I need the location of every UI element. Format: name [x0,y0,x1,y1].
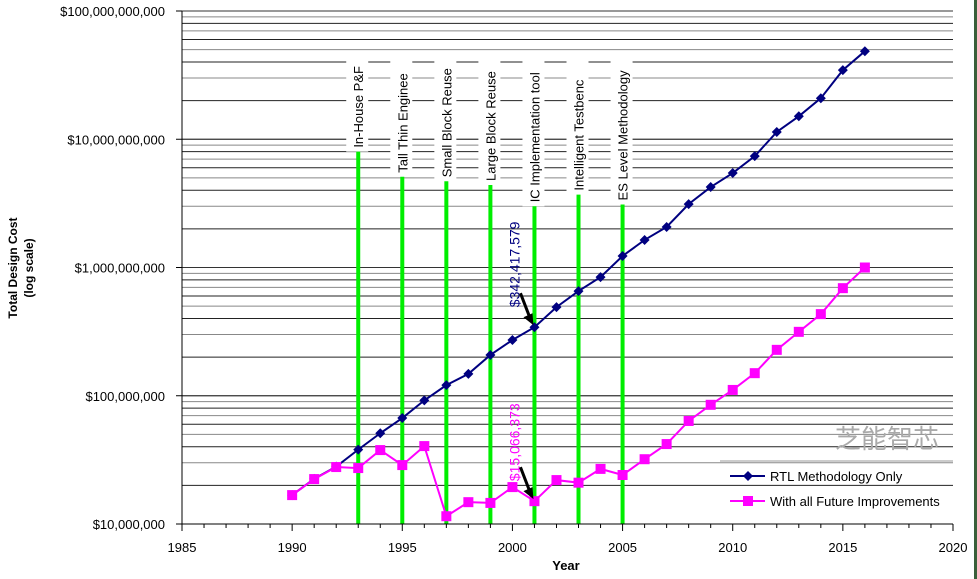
data-point-rtl [375,428,386,439]
data-point-rtl [441,380,452,391]
y-tick-label: $10,000,000,000 [67,132,165,147]
data-point-future [397,460,408,471]
milestone-label: IC Implementation tool [527,72,542,202]
data-point-future [815,309,826,320]
data-point-future [661,439,672,450]
data-point-rtl [551,302,562,313]
milestones: In-House P&F Tall Thin Enginee Small Block… [346,57,633,524]
milestone-label-bg [478,57,501,185]
data-point-future [617,470,628,481]
data-point-rtl [353,444,364,455]
data-point-future [309,474,320,485]
data-point-rtl [815,93,826,104]
data-point-future [485,497,496,508]
data-point-rtl [793,111,804,122]
y-tick-label: $100,000,000,000 [60,4,165,19]
data-point-future [749,368,760,379]
milestone-label: Large Block Reuse [483,71,498,181]
data-point-rtl [705,182,716,193]
milestone-label-bg [346,57,369,152]
milestone-label-bg [566,57,589,195]
data-point-rtl [837,65,848,76]
milestone-label-bg [610,57,633,205]
data-point-future [771,344,782,355]
x-tick-label: 2015 [828,540,857,555]
legend: RTL Methodology Only With all Future Imp… [720,460,953,509]
y-tick-label: $1,000,000,000 [75,261,165,276]
milestone-label: Tall Thin Enginee [395,73,410,173]
data-point-rtl [595,272,606,283]
y-axis-subtitle: (log scale) [22,238,36,297]
x-tick-label: 2020 [939,540,968,555]
x-tick-label: 1995 [388,540,417,555]
watermark: 芝能智芯 [835,424,939,454]
right-border [974,0,977,579]
annotation-arrowhead [523,487,534,500]
x-tick-label: 1985 [168,540,197,555]
data-point-future [353,463,364,474]
x-tick-label: 2010 [718,540,747,555]
data-point-future [375,445,386,456]
data-point-rtl [617,250,628,261]
axes: $10,000,000 $100,000,000 $1,000,000,000 $10… [60,4,967,555]
data-point-future [573,477,584,488]
x-tick-label: 1990 [278,540,307,555]
data-point-future [639,454,650,465]
annotation-label: $15,066,373 [506,403,522,481]
data-point-future [463,497,474,508]
data-point-rtl [573,286,584,297]
milestone-label-bg [434,57,457,182]
data-point-rtl [859,46,870,57]
data-point-future [705,399,716,410]
data-point-future [683,415,694,426]
y-axis-title: Total Design Cost [6,217,20,318]
data-point-rtl [661,221,672,232]
x-tick-label: 2000 [498,540,527,555]
y-tick-label: $100,000,000 [85,389,165,404]
y-tick-label: $10,000,000 [93,517,165,532]
legend-rtl-marker [743,471,753,481]
data-point-future [837,283,848,294]
milestone-label: ES Level Methodology [616,70,631,201]
data-point-rtl [419,395,430,406]
data-point-future [595,463,606,474]
data-point-future [419,441,430,452]
data-point-future [551,475,562,486]
data-point-rtl [529,322,540,333]
data-point-rtl [683,199,694,210]
data-point-rtl [639,234,650,245]
annotation-label: $342,417,579 [506,221,522,307]
data-point-future [727,384,738,395]
data-point-rtl [749,151,760,162]
data-point-rtl [397,413,408,424]
series [287,46,870,522]
annotations: $342,417,579 $15,066,373 [506,221,534,500]
data-point-future [331,462,342,473]
data-point-future [507,482,518,493]
data-point-future [859,262,870,273]
milestone-label-bg [390,57,413,177]
data-point-future [529,496,540,507]
data-point-future [793,326,804,337]
data-point-rtl [727,168,738,179]
milestone-label: In-House P&F [351,66,366,148]
x-axis-title: Year [552,558,579,573]
legend-rtl-label: RTL Methodology Only [770,469,903,484]
data-point-future [287,490,298,501]
data-point-rtl [463,368,474,379]
x-tick-label: 2005 [608,540,637,555]
milestone-label: Intelligent Testbenc [572,79,587,191]
milestone-label-bg [522,57,545,207]
data-point-rtl [771,126,782,137]
data-point-rtl [507,335,518,346]
legend-future-label: With all Future Improvements [770,494,940,509]
legend-future-marker [743,496,753,506]
milestone-label: Small Block Reuse [439,68,454,177]
data-point-future [441,511,452,522]
annotation-arrowhead [523,313,534,326]
data-point-rtl [485,349,496,360]
